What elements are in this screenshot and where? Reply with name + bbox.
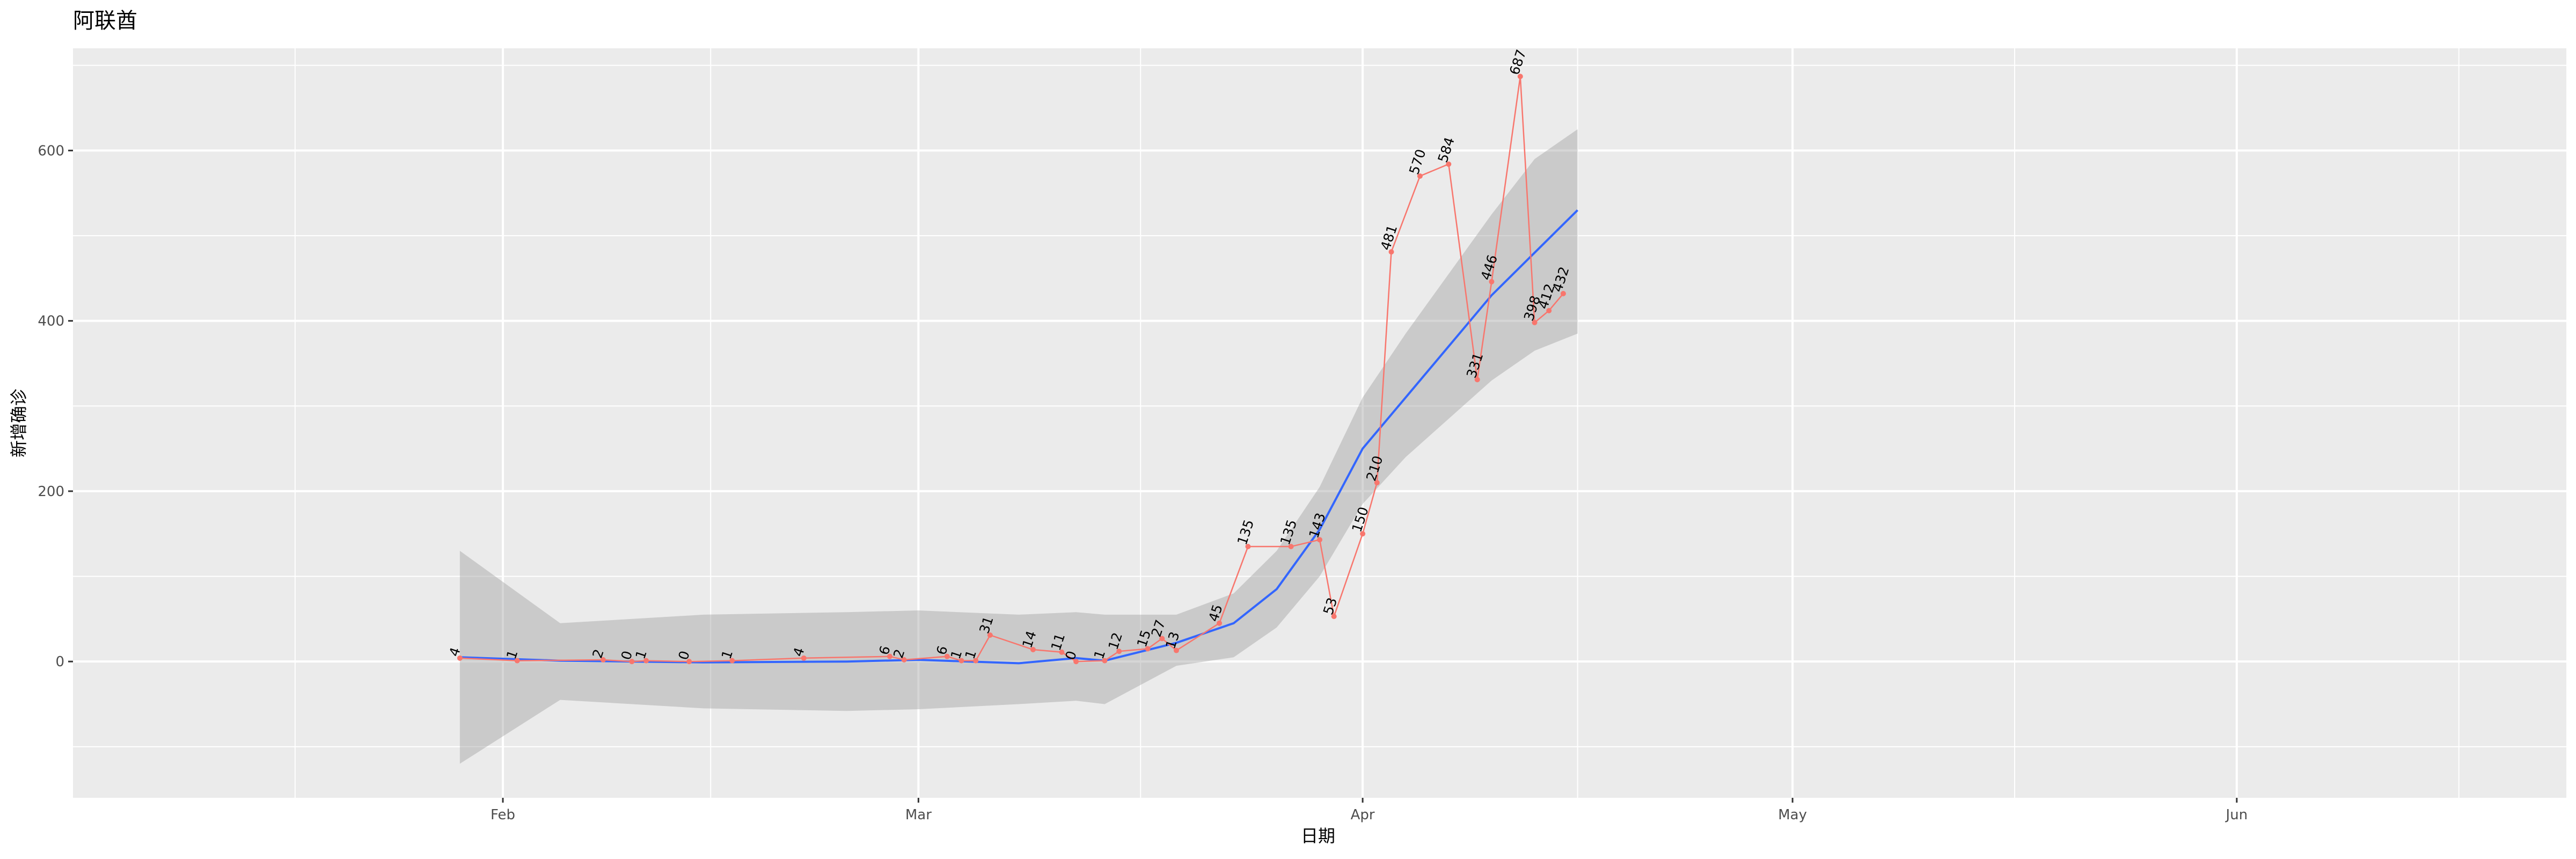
y-axis: 0 200 400 600 bbox=[38, 143, 73, 670]
data-point bbox=[973, 658, 979, 664]
data-point bbox=[1173, 647, 1179, 653]
data-point bbox=[600, 657, 606, 663]
data-point bbox=[987, 632, 993, 638]
data-point bbox=[1560, 290, 1566, 296]
data-point bbox=[686, 659, 692, 665]
data-point bbox=[1288, 544, 1294, 550]
data-point bbox=[901, 657, 907, 663]
y-tick-label: 600 bbox=[38, 143, 64, 159]
data-point bbox=[1517, 74, 1523, 79]
x-tick-label: Jun bbox=[2225, 807, 2248, 823]
major-gridlines bbox=[73, 48, 2566, 798]
data-point bbox=[801, 655, 807, 661]
data-point bbox=[1331, 614, 1337, 620]
series-layer bbox=[459, 76, 1564, 663]
data-point bbox=[1245, 544, 1251, 550]
data-point bbox=[1059, 649, 1065, 655]
minor-gridlines bbox=[73, 48, 2566, 798]
x-tick-label: Apr bbox=[1351, 807, 1375, 823]
x-tick-label: May bbox=[1778, 807, 1807, 823]
data-point bbox=[887, 653, 892, 659]
data-point bbox=[1489, 279, 1495, 285]
data-point bbox=[1030, 646, 1036, 652]
data-point bbox=[1446, 161, 1452, 167]
data-point bbox=[1532, 319, 1538, 325]
data-point bbox=[457, 655, 463, 661]
data-point bbox=[1317, 537, 1322, 543]
data-point bbox=[643, 658, 649, 664]
data-point bbox=[1159, 636, 1165, 642]
x-axis: Feb Mar Apr May Jun bbox=[491, 798, 2248, 823]
data-point bbox=[1145, 646, 1151, 652]
y-tick-label: 400 bbox=[38, 314, 64, 330]
data-points bbox=[457, 74, 1566, 665]
data-point bbox=[1388, 249, 1394, 255]
data-point bbox=[514, 658, 520, 664]
plot-panel bbox=[73, 48, 2566, 798]
y-tick-label: 0 bbox=[55, 654, 64, 670]
data-point bbox=[1102, 658, 1108, 664]
confidence-ribbon bbox=[459, 129, 1578, 764]
data-point bbox=[1073, 659, 1079, 665]
y-axis-title: 新增确诊 bbox=[9, 389, 29, 457]
chart-title: 阿联酋 bbox=[73, 9, 137, 33]
data-point bbox=[729, 658, 735, 664]
x-tick-label: Feb bbox=[491, 807, 515, 823]
x-axis-title: 日期 bbox=[1301, 826, 1335, 846]
data-point bbox=[1360, 531, 1366, 537]
data-point bbox=[1474, 377, 1480, 383]
confidence-band bbox=[459, 129, 1578, 764]
data-point bbox=[1546, 308, 1552, 314]
data-point bbox=[944, 653, 950, 659]
data-point bbox=[1374, 480, 1380, 486]
data-point bbox=[629, 659, 635, 665]
data-point bbox=[1417, 173, 1423, 179]
x-tick-label: Mar bbox=[905, 807, 932, 823]
data-point bbox=[1217, 620, 1223, 626]
y-tick-label: 200 bbox=[38, 484, 64, 500]
data-point bbox=[958, 658, 964, 664]
data-point bbox=[1116, 649, 1122, 654]
series-line bbox=[459, 76, 1564, 663]
